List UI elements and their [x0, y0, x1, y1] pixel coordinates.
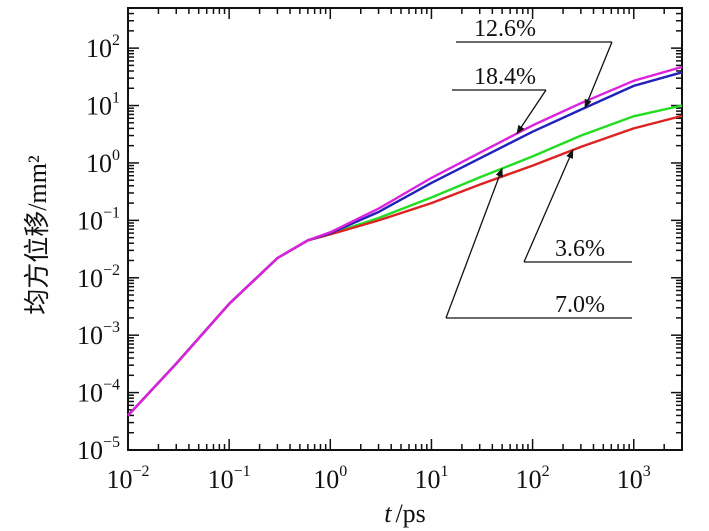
tick-labels: 10−2 10−1 100 101 102 10310−510−410−310−210−1…: [77, 32, 651, 494]
y-tick-exponent: −1: [103, 204, 120, 221]
y-tick-base: 10: [86, 34, 112, 63]
x-tick-label: 102: [516, 463, 550, 494]
callout-label: 12.6%: [474, 16, 536, 42]
series-line-1: [127, 114, 683, 417]
y-tick-base: 10: [77, 321, 103, 350]
y-tick-exponent: −2: [103, 262, 120, 279]
x-tick-base: 10: [106, 465, 132, 494]
x-tick-exponent: 2: [542, 463, 550, 480]
y-tick-base: 10: [77, 264, 103, 293]
series-lines: [127, 65, 683, 417]
series-line-3: [127, 65, 683, 417]
x-tick-label: 100: [313, 463, 347, 494]
y-tick-label: 10−3: [77, 319, 120, 350]
y-tick-label: 10−2: [77, 262, 120, 293]
x-axis-unit: /ps: [395, 499, 425, 528]
y-tick-label: 10−1: [77, 204, 120, 235]
x-tick-base: 10: [313, 465, 339, 494]
annotations: 12.6% 18.4% 3.6% 7.0%: [445, 16, 632, 319]
y-tick-exponent: 0: [112, 147, 120, 164]
y-tick-exponent: −4: [103, 377, 120, 394]
callout-label: 18.4%: [474, 64, 536, 90]
y-tick-label: 101: [86, 90, 120, 121]
y-tick-exponent: −5: [103, 434, 120, 451]
x-tick-label: 101: [414, 463, 448, 494]
x-tick-label: 103: [617, 463, 651, 494]
y-tick-exponent: −3: [103, 319, 120, 336]
x-axis-title: t/ps: [384, 499, 426, 528]
x-tick-base: 10: [516, 465, 542, 494]
callout-arrow: [584, 41, 613, 109]
y-tick-base: 10: [86, 92, 112, 121]
y-tick-base: 10: [86, 149, 112, 178]
y-tick-base: 10: [77, 436, 103, 465]
x-tick-base: 10: [617, 465, 643, 494]
x-tick-base: 10: [414, 465, 440, 494]
y-tick-label: 102: [86, 32, 120, 63]
y-tick-label: 10−4: [77, 377, 120, 408]
callout-arrow: [523, 149, 574, 263]
x-tick-label: 10−2: [106, 463, 149, 494]
callout-label: 3.6%: [555, 236, 605, 262]
callout-label: 7.0%: [555, 292, 605, 318]
x-tick-exponent: −2: [132, 463, 149, 480]
x-tick-exponent: 1: [440, 463, 448, 480]
y-tick-base: 10: [77, 379, 103, 408]
y-tick-label: 10−5: [77, 434, 120, 465]
x-tick-exponent: −1: [234, 463, 251, 480]
callout-arrow: [516, 89, 547, 135]
y-tick-exponent: 1: [112, 90, 120, 107]
y-tick-exponent: 2: [112, 32, 120, 49]
axis-ticks: [127, 7, 683, 451]
y-axis-title: 均方位移/mm²: [23, 155, 52, 315]
y-tick-label: 100: [86, 147, 120, 178]
x-tick-exponent: 3: [643, 463, 651, 480]
x-tick-base: 10: [208, 465, 234, 494]
callout-arrow: [445, 167, 503, 319]
x-tick-exponent: 0: [339, 463, 347, 480]
x-axis-symbol: t: [384, 499, 392, 528]
x-tick-label: 10−1: [208, 463, 251, 494]
y-tick-base: 10: [77, 206, 103, 235]
